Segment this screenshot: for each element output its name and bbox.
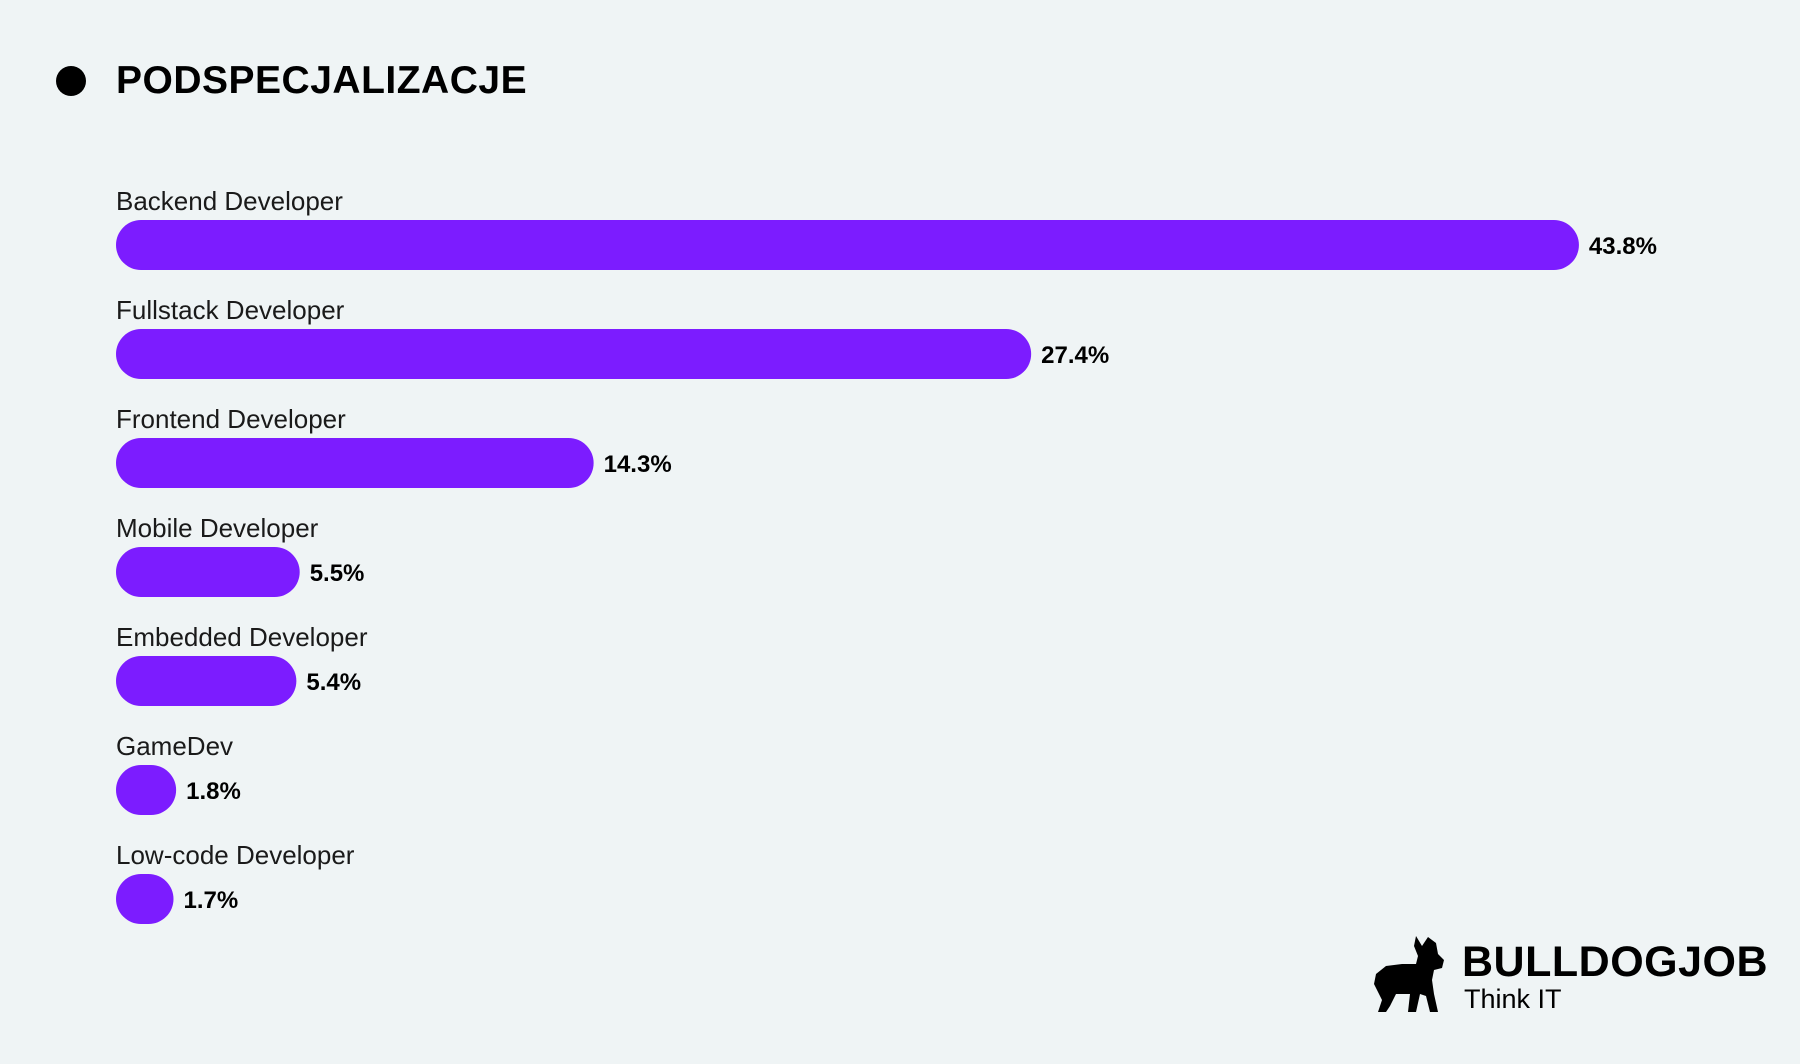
chart-header: PODSPECJALIZACJE <box>56 58 527 104</box>
value-label: 43.8% <box>1589 233 1657 260</box>
bullet-dot-icon <box>56 66 86 96</box>
bar <box>116 220 1579 270</box>
value-label: 5.5% <box>310 560 365 587</box>
category-label: Embedded Developer <box>116 622 368 652</box>
bar <box>116 874 174 924</box>
value-label: 1.7% <box>184 887 239 914</box>
chart-title: PODSPECJALIZACJE <box>116 59 528 102</box>
bar <box>116 765 177 815</box>
brand-name: BULLDOGJOB <box>1462 938 1768 986</box>
brand-tagline: Think IT <box>1464 984 1562 1014</box>
brand-logo: BULLDOGJOB Think IT <box>1372 934 1772 1014</box>
value-label: 14.3% <box>604 451 672 478</box>
bar <box>116 329 1032 379</box>
bulldog-icon <box>1374 936 1444 1012</box>
bar <box>116 547 300 597</box>
bar <box>116 656 297 706</box>
category-label: Fullstack Developer <box>116 295 345 325</box>
category-label: GameDev <box>116 731 233 761</box>
value-label: 5.4% <box>306 669 361 696</box>
category-label: Mobile Developer <box>116 513 319 543</box>
value-label: 27.4% <box>1041 342 1109 369</box>
bar <box>116 438 594 488</box>
category-label: Frontend Developer <box>116 404 346 434</box>
category-label: Low-code Developer <box>116 840 355 870</box>
value-label: 1.8% <box>186 778 241 805</box>
category-label: Backend Developer <box>116 186 343 216</box>
